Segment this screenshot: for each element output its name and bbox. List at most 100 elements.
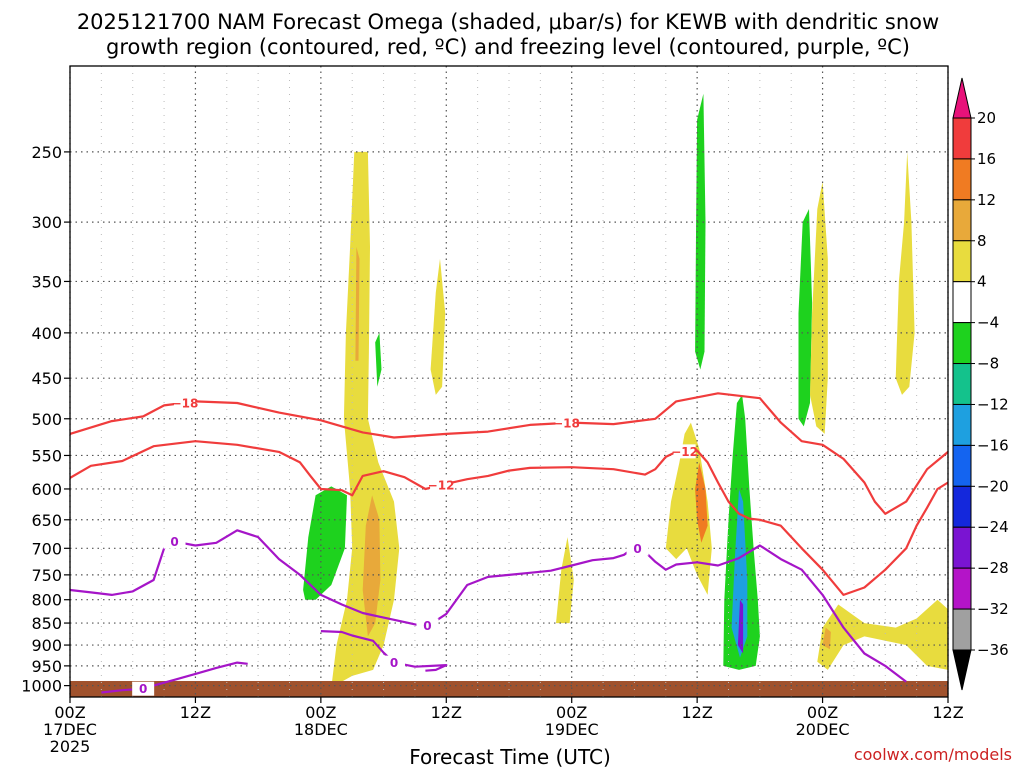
- contour-label-bg-2: [430, 478, 453, 493]
- contour-label-bg-0: [173, 395, 196, 410]
- colorbar-bin-12: [952, 567, 972, 610]
- y-tick-label-7: 600: [31, 480, 62, 499]
- colorbar-bin-10: [952, 485, 972, 528]
- omega-region-2: [355, 246, 360, 361]
- colorbar-label-13: −36: [977, 641, 1009, 659]
- colorbar-label-0: 20: [977, 109, 996, 127]
- colorbar-bin-5: [952, 281, 972, 324]
- x-tick-label-2-1: 00Z: [305, 703, 336, 722]
- plot-frame: [69, 65, 949, 698]
- y-tick-label-12: 850: [31, 614, 62, 633]
- contour-label-7: 0: [139, 682, 147, 696]
- omega-region-1: [362, 495, 381, 637]
- y-tick-label-5: 500: [31, 410, 62, 429]
- omega-region-15: [895, 151, 915, 395]
- y-tick-label-2: 350: [31, 272, 62, 291]
- omega-region-6: [556, 537, 574, 624]
- omega-region-5: [430, 258, 446, 395]
- contour-label-0: −18: [172, 396, 199, 410]
- x-tick-label-0-3: 2025: [50, 737, 91, 756]
- chart-title-line-1: 2025121700 NAM Forecast Omega (shaded, μ…: [77, 10, 939, 34]
- omega-region-12: [737, 599, 744, 654]
- y-tick-label-11: 800: [31, 591, 62, 610]
- contour-label-4: 0: [170, 535, 178, 549]
- omega-region-7: [665, 422, 712, 595]
- colorbar-label-8: −16: [977, 436, 1009, 454]
- y-tick-label-4: 450: [31, 369, 62, 388]
- credit-text: coolwx.com/models: [854, 745, 1012, 764]
- contour-label-3: −12: [671, 445, 698, 459]
- contour-line-2: [70, 529, 907, 683]
- contour-label-bg-5: [416, 618, 439, 633]
- contour-label-bg-8: [383, 655, 406, 670]
- colorbar-label-2: 12: [977, 191, 996, 209]
- colorbar-label-9: −20: [977, 477, 1009, 495]
- omega-region-14: [810, 181, 828, 434]
- colorbar-label-7: −12: [977, 395, 1009, 413]
- colorbar-label-3: 8: [977, 232, 987, 250]
- colorbar-bin-13: [952, 608, 972, 651]
- plot-area: −18 −18 −12 −12 0 0 0 0 0: [69, 65, 949, 698]
- x-tick-label-6-2: 20DEC: [796, 720, 850, 739]
- colorbar-top-triangle: [952, 77, 972, 119]
- x-axis-label: Forecast Time (UTC): [409, 745, 611, 768]
- contour-label-1: −18: [553, 416, 580, 430]
- colorbar-bin-1: [952, 117, 972, 160]
- y-tick-label-6: 550: [31, 446, 62, 465]
- x-tick-label-1-1: 12Z: [180, 703, 211, 722]
- y-tick-label-13: 900: [31, 636, 62, 655]
- x-tick-label-0-2: 17DEC: [43, 720, 97, 739]
- chart-title-line-2: growth region (contoured, red, ºC) and f…: [106, 35, 910, 59]
- omega-region-4: [375, 332, 382, 387]
- contour-label-bg-1: [555, 415, 578, 430]
- colorbar-label-5: −4: [977, 314, 999, 332]
- colorbar-bin-8: [952, 403, 972, 446]
- colorbar-bin-11: [952, 526, 972, 569]
- x-tick-label-4-1: 00Z: [556, 703, 587, 722]
- colorbar-label-12: −32: [977, 600, 1009, 618]
- contour-line-3: [101, 661, 248, 694]
- x-tick-label-6-1: 00Z: [807, 703, 838, 722]
- omega-region-8: [695, 462, 708, 543]
- y-tick-label-1: 300: [31, 213, 62, 232]
- y-tick-label-15: 1000: [21, 677, 62, 696]
- omega-region-0: [331, 151, 400, 688]
- y-tick-label-8: 650: [31, 511, 62, 530]
- colorbar-bin-6: [952, 322, 972, 365]
- x-tick-label-2-2: 18DEC: [294, 720, 348, 739]
- contour-line-1: [70, 440, 948, 596]
- colorbar-bin-2: [952, 158, 972, 201]
- x-tick-label-0-1: 00Z: [54, 703, 85, 722]
- x-tick-label-7-1: 12Z: [932, 703, 963, 722]
- omega-region-11: [731, 489, 748, 658]
- contour-label-bg-3: [673, 444, 696, 459]
- contour-label-8: 0: [390, 656, 398, 670]
- y-tick-label-0: 250: [31, 143, 62, 162]
- contour-label-bg-7: [132, 681, 155, 696]
- colorbar-bottom-triangle: [952, 649, 972, 691]
- y-tick-label-10: 750: [31, 566, 62, 585]
- contour-label-bg-4: [163, 534, 186, 549]
- colorbar-label-4: 4: [977, 273, 987, 291]
- x-tick-label-3-1: 12Z: [431, 703, 462, 722]
- contour-label-6: 0: [633, 542, 641, 556]
- y-tick-label-9: 700: [31, 539, 62, 558]
- omega-region-17: [822, 627, 831, 650]
- colorbar-bin-3: [952, 199, 972, 242]
- colorbar: 20 16 12 8 4 −4 −8 −12 −16 −20 −24 −28 −32 −36: [952, 77, 1009, 691]
- colorbar-label-1: 16: [977, 150, 996, 168]
- y-tick-label-14: 950: [31, 657, 62, 676]
- colorbar-label-10: −24: [977, 518, 1009, 536]
- contour-label-bg-6: [626, 541, 649, 556]
- omega-region-9: [695, 93, 706, 370]
- omega-region-16: [817, 599, 948, 670]
- contour-line-0: [70, 392, 948, 515]
- colorbar-bin-9: [952, 444, 972, 487]
- omega-region-13: [798, 209, 813, 427]
- colorbar-label-11: −28: [977, 559, 1009, 577]
- colorbar-bin-4: [952, 240, 972, 283]
- y-tick-label-3: 400: [31, 324, 62, 343]
- omega-region-3: [303, 486, 347, 600]
- x-tick-label-5-1: 12Z: [681, 703, 712, 722]
